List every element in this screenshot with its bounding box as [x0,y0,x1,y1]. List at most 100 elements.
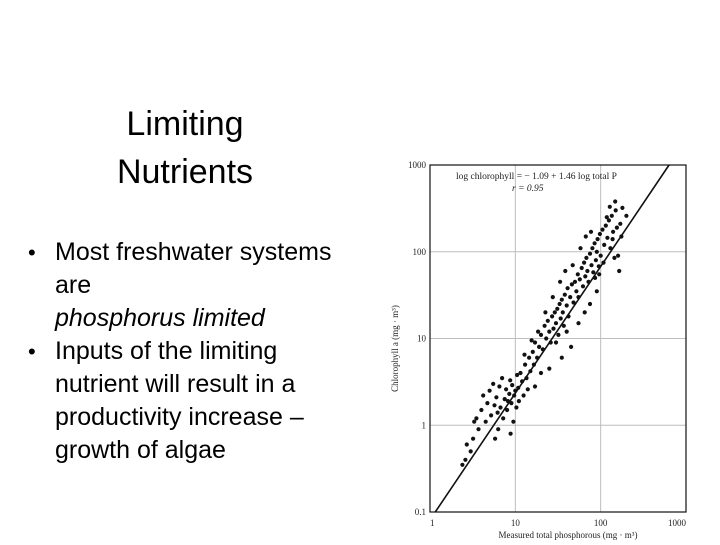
data-point [496,427,501,432]
data-point [502,397,507,402]
data-point [593,258,598,263]
data-point [518,370,523,376]
data-point [597,272,602,277]
data-point [582,260,587,265]
data-point [491,381,496,386]
data-point [507,391,512,396]
data-point [579,265,584,271]
data-point [613,208,618,213]
data-point [545,318,550,323]
data-point [583,274,588,279]
data-point [576,321,581,326]
data-point [498,405,503,410]
data-point [536,329,541,334]
data-point [547,329,552,334]
data-point [594,249,599,254]
data-point [587,251,593,256]
data-point [483,419,488,424]
data-point [577,277,582,282]
data-point [598,253,603,258]
data-point [553,340,559,345]
data-point [580,284,586,289]
data-point [510,383,515,388]
data-point [514,405,519,410]
regression-equation: log chlorophyll = − 1.09 + 1.46 log tota… [456,172,617,182]
data-point [474,416,479,421]
data-point [538,370,544,376]
data-point [572,279,578,284]
data-point [538,332,544,337]
data-point [564,329,569,334]
data-point [594,289,599,294]
chart-figure: 1 10 100 1000 0.1 1 10 100 1000 log chlorophyll … [380,152,710,540]
data-point [515,372,520,378]
data-point [563,268,568,274]
data-point [485,401,490,406]
data-point [612,255,617,260]
data-point [606,218,611,223]
data-point [521,393,526,398]
data-point [603,223,608,228]
data-point [530,349,535,354]
data-point [555,306,560,311]
data-point [551,326,556,331]
y-tick-label: 1 [422,420,427,430]
data-point [460,462,465,467]
data-point [532,384,538,389]
data-point [544,336,549,341]
data-point [495,410,500,415]
data-point [560,310,565,315]
correlation-label: r = 0.95 [512,184,544,194]
data-point [561,323,566,328]
data-point [464,442,469,447]
bullet-dot-icon: • [28,339,36,364]
data-point [542,323,547,328]
data-point [532,340,538,345]
data-point [552,310,557,315]
data-point [557,301,562,307]
data-point [508,431,513,436]
data-point [509,401,514,406]
data-point [575,272,580,277]
data-point [472,419,477,424]
data-point [511,419,516,424]
data-point [501,416,506,421]
data-point [570,263,575,268]
data-point [587,301,593,307]
data-point [558,316,563,321]
data-point [607,204,612,209]
data-point [617,268,622,274]
slide-title: Limiting Nutrients [60,100,310,196]
data-point [589,263,594,268]
data-point [508,378,513,383]
data-point [624,213,629,218]
data-point [463,457,468,462]
data-point [497,384,502,389]
data-point [583,234,588,239]
y-tick-label: 1000 [408,160,427,170]
data-point [543,310,548,315]
data-point [578,246,583,251]
data-point [565,286,570,291]
data-points [460,199,629,467]
data-point [468,449,473,454]
x-tick-label: 1 [430,518,435,528]
data-point [597,231,602,237]
data-point [611,229,616,234]
data-point [618,221,623,226]
data-point [616,253,621,258]
chart-grid [430,165,686,512]
x-tick-label: 1000 [668,518,687,528]
data-point [588,229,594,234]
data-point [558,279,563,284]
data-point [590,246,595,251]
slide-title-line2: Nutrients [116,153,254,191]
data-point [610,237,615,242]
data-point [604,215,609,220]
data-point [500,376,505,381]
y-tick-label: 10 [417,334,427,344]
data-point [556,332,561,337]
data-point [550,314,555,319]
slide-title-line1: Limiting [126,105,244,143]
data-point [553,321,559,326]
